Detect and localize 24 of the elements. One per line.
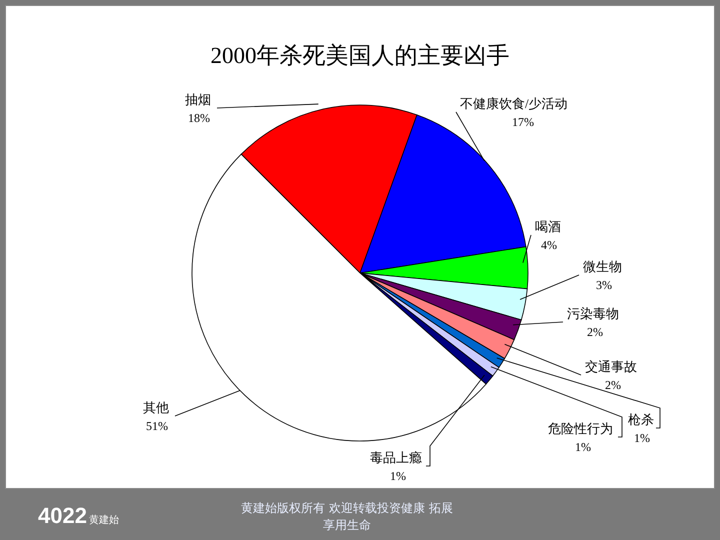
slice-label: 微生物 [583,259,622,274]
data-label: 1% [575,440,591,454]
slice-label: 交通事故 [585,359,637,374]
data-label: 2% [587,325,603,339]
slice-label: 污染毒物 [567,306,619,321]
slice-label: 抽烟 [185,92,211,107]
data-label: 1% [634,431,650,445]
slice-label: 不健康饮食/少活动 [460,96,568,111]
data-label: 51% [146,419,168,433]
data-label: 17% [512,115,534,129]
slice-label: 其他 [143,400,169,415]
data-label: 4% [541,238,557,252]
text: 黄建始版权所有 欢迎转载投资健康 拓展享用生命 [240,500,454,534]
data-label: 1% [390,469,406,483]
slice-label: 喝酒 [535,219,561,234]
data-label: 2% [605,378,621,392]
text: 4022 [38,503,87,528]
slice-label: 枪杀 [628,412,654,427]
data-label: 18% [188,111,210,125]
slice-label: 危险性行为 [548,421,613,436]
slice-label: 毒品上瘾 [370,450,422,465]
text: 黄建始 [88,515,119,526]
data-label: 3% [596,278,612,292]
chart-title: 2000年杀死美国人的主要凶手 [210,42,510,70]
